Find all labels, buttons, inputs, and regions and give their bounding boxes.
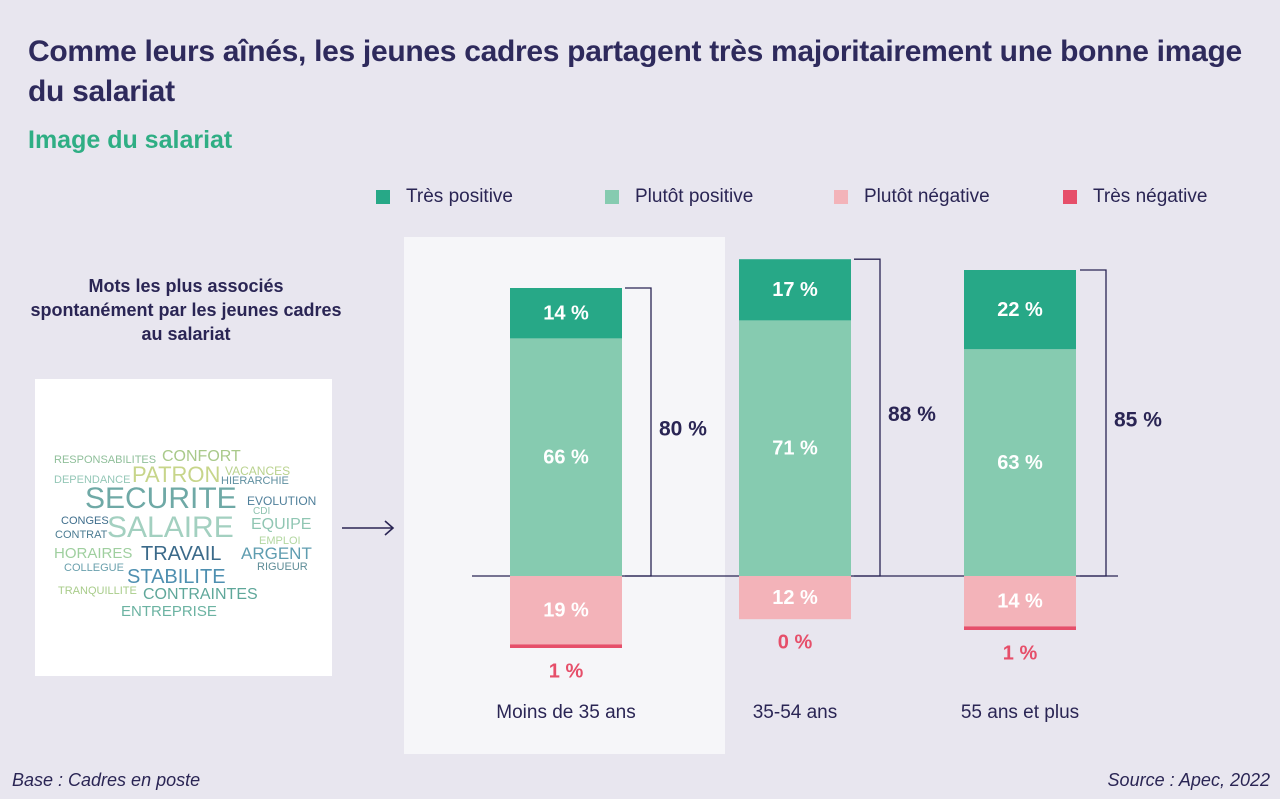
arrow-right-icon [342,520,395,536]
bar-segment [510,288,622,339]
bar-segment [964,576,1076,627]
category-label: 35-54 ans [753,702,838,723]
wordcloud-word: RESPONSABILITES [54,454,157,466]
total-bracket [1080,269,1107,577]
wordcloud-word: RIGUEUR [257,561,308,573]
total-bracket [625,287,652,577]
legend-swatch-plutot-positive [605,190,619,204]
category-label: Moins de 35 ans [496,702,635,723]
data-label: 14 % [997,590,1043,612]
chart-title: Comme leurs aînés, les jeunes cadres par… [28,35,1242,108]
total-label: 88 % [888,403,936,426]
legend-item-plutot-negative: Plutôt négative [834,186,990,208]
legend-item-tres-positive: Très positive [376,186,513,208]
wordcloud-word: EVOLUTION [247,494,317,508]
legend-label-tres-positive: Très positive [406,186,513,207]
wordcloud-word: CONGES [61,515,109,527]
data-label: 1 % [549,660,584,682]
wordcloud-word: VACANCES [225,464,291,478]
data-label: 0 % [778,631,813,653]
bar-segment [964,349,1076,576]
base-note: Base : Cadres en poste [12,770,201,790]
data-label: 66 % [543,446,589,468]
bar-segment [510,644,622,648]
data-label: 63 % [997,452,1043,474]
legend-item-tres-negative: Très négative [1063,186,1207,208]
bar-segment [739,320,851,576]
category-label: 55 ans et plus [961,702,1079,723]
legend-label-plutot-negative: Plutôt négative [864,186,990,207]
data-label: 71 % [772,437,818,459]
wordcloud-word: EMPLOI [259,535,301,547]
total-label: 80 % [659,418,707,441]
bracket-group [625,258,1107,577]
wordcloud-word: CONTRAINTES [143,586,258,603]
total-label: 85 % [1114,409,1162,432]
wordcloud-title: Mots les plus associés spontanément par … [30,276,342,344]
wordcloud-word: DEPENDANCE [54,474,131,486]
bar-segment [739,259,851,321]
source-note: Source : Apec, 2022 [1107,770,1270,790]
legend-swatch-plutot-negative [834,190,848,204]
legend-label-plutot-positive: Plutôt positive [635,186,754,207]
data-label: 1 % [1003,642,1038,664]
legend-swatch-tres-negative [1063,190,1077,204]
wordcloud-word: TRAVAIL [141,543,222,565]
wordcloud-word: CONTRAT [55,529,108,541]
label-group: 66 % 14 % 19 % 1 % 80 % Moins de 35 ans 71 % 17… [496,279,1162,723]
wordcloud-word: COLLEGUE [64,562,124,574]
bar-segment [964,270,1076,350]
wordcloud-word: HIERARCHIE [221,475,289,487]
wordcloud-word: SALAIRE [107,511,234,544]
bar-segment [510,576,622,645]
wordcloud-word: ARGENT [241,544,312,563]
wordcloud-word: PATRON [132,462,221,487]
data-label: 22 % [997,299,1043,321]
wordcloud-word: EQUIPE [251,516,312,533]
bar-segment [964,626,1076,630]
legend-label-tres-negative: Très négative [1093,186,1208,207]
chart-subtitle: Image du salariat [28,126,233,154]
data-label: 14 % [543,302,589,324]
wordcloud-word: TRANQUILLITE [58,585,137,597]
wordcloud-word: STABILITE [127,566,226,588]
wordcloud-word: HORAIRES [54,545,133,562]
data-label: 19 % [543,599,589,621]
wordcloud-word: CDI [253,506,271,517]
wordcloud-word: CONFORT [162,448,241,465]
wordcloud-word: SECURITE [85,482,237,515]
bar-segment [739,576,851,620]
bar-segment [510,338,622,576]
wordcloud-word: ENTREPRISE [121,603,217,620]
total-bracket [854,258,881,577]
wordcloud: RESPONSABILITES CONFORT PATRON VACANCES … [35,379,332,676]
data-label: 12 % [772,587,818,609]
data-label: 17 % [772,279,818,301]
bar-group [510,259,1076,648]
legend-item-plutot-positive: Plutôt positive [605,186,753,208]
legend-swatch-tres-positive [376,190,390,204]
